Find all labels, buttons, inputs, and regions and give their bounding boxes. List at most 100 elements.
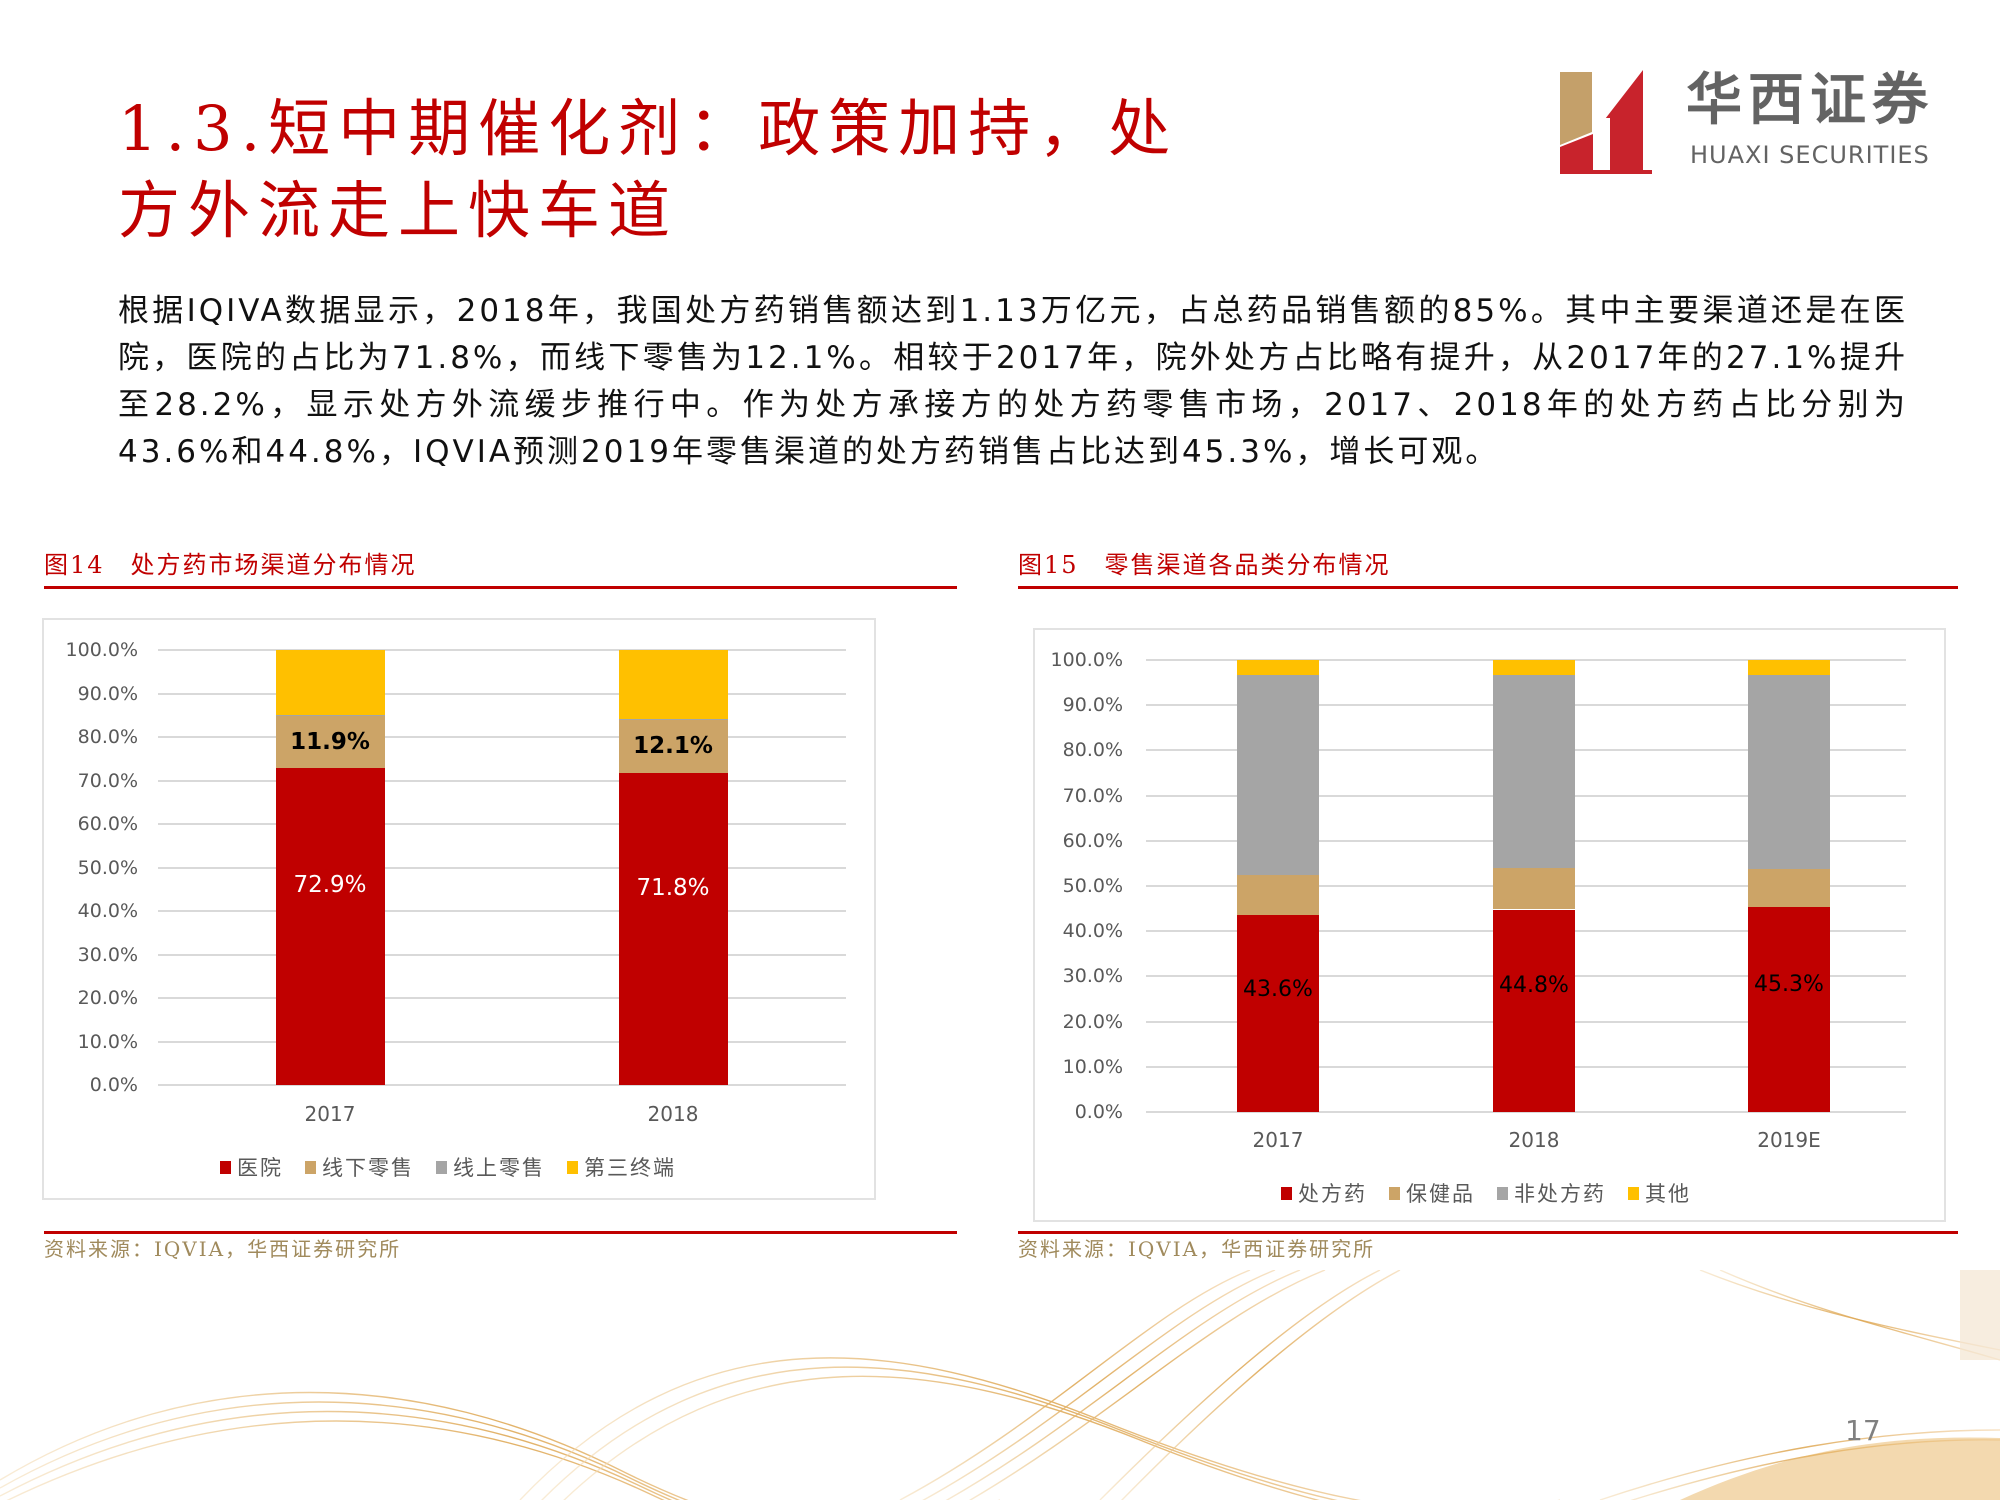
chart-channel-distribution: 0.0% 10.0% 20.0% 30.0% 40.0% 50.0% 60.0% 70.0% 8… bbox=[42, 618, 876, 1200]
data-label: 44.8% bbox=[1499, 973, 1569, 999]
legend-label: 保健品 bbox=[1406, 1182, 1475, 1206]
chart15-bar-2018-保健品 bbox=[1493, 868, 1575, 910]
gridline bbox=[158, 866, 846, 869]
y-axis-tick-label: 90.0% bbox=[1062, 694, 1123, 717]
gridline bbox=[158, 823, 846, 825]
data-label: 71.8% bbox=[636, 875, 710, 902]
legend-label: 其他 bbox=[1645, 1182, 1691, 1206]
figure-15-title-rule bbox=[1018, 586, 1958, 589]
legend-label: 线下零售 bbox=[322, 1156, 414, 1180]
chart14-legend: 医院 线下零售 线上零售 第三终端 bbox=[220, 1152, 676, 1182]
data-label: 11.9% bbox=[290, 728, 370, 755]
legend-swatch-icon bbox=[436, 1160, 447, 1174]
chart15-bar-2019E-处方药: 45.3% bbox=[1748, 907, 1830, 1112]
chart14-bar-2017-第三终端 bbox=[275, 650, 385, 716]
gridline bbox=[158, 1040, 846, 1043]
chart15-bar-2018-非处方药 bbox=[1493, 674, 1575, 869]
y-axis-tick-label: 0.0% bbox=[89, 1074, 138, 1096]
chart15-bar-2019E-其他 bbox=[1748, 660, 1830, 675]
data-label: 12.1% bbox=[633, 733, 713, 760]
chart15-bar-2017-处方药: 43.6% bbox=[1237, 914, 1319, 1112]
y-axis-tick-label: 40.0% bbox=[1062, 920, 1123, 943]
x-axis-tick-label: 2018 bbox=[1508, 1128, 1560, 1152]
figure-15-title: 零售渠道各品类分布情况 bbox=[1104, 551, 1391, 579]
x-axis-tick-label: 2017 bbox=[1252, 1128, 1304, 1152]
legend-item: 其他 bbox=[1628, 1178, 1691, 1208]
figure-14-caption: 图14 处方药市场渠道分布情况 bbox=[44, 550, 417, 580]
chart15-bar-2018-其他 bbox=[1493, 660, 1575, 675]
legend-label: 医院 bbox=[237, 1156, 283, 1180]
chart15-bar-2017-非处方药 bbox=[1237, 674, 1319, 875]
logo-english-name: HUAXI SECURITIES bbox=[1690, 141, 1930, 169]
figure-15-number: 图15 bbox=[1018, 551, 1079, 579]
legend-item: 第三终端 bbox=[567, 1152, 676, 1182]
y-axis-tick-label: 80.0% bbox=[1062, 739, 1123, 762]
gridline bbox=[158, 1084, 846, 1086]
y-axis-tick-label: 30.0% bbox=[1062, 965, 1123, 988]
legend-label: 第三终端 bbox=[584, 1156, 676, 1180]
data-label: 72.9% bbox=[293, 872, 367, 899]
chart14-bar-2017-线下零售: 11.9% bbox=[275, 716, 385, 768]
page-title-line-2: 方外流走上快车道 bbox=[118, 174, 679, 247]
data-label: 43.6% bbox=[1243, 976, 1313, 1002]
legend-item: 线上零售 bbox=[436, 1152, 545, 1182]
gridline bbox=[158, 649, 846, 651]
gridline bbox=[1146, 1111, 1906, 1113]
y-axis-tick-label: 80.0% bbox=[77, 726, 138, 748]
y-axis-tick-label: 100.0% bbox=[1050, 649, 1123, 671]
page-title-line-1: 1.3.短中期催化剂：政策加持，处 bbox=[118, 92, 1179, 165]
y-axis-tick-label: 50.0% bbox=[77, 856, 138, 879]
legend-swatch-icon bbox=[567, 1160, 578, 1174]
legend-label: 处方药 bbox=[1298, 1182, 1367, 1206]
chart14-bar-2018-线上零售 bbox=[618, 718, 728, 721]
y-axis-tick-label: 10.0% bbox=[77, 1030, 138, 1053]
huaxi-h-logo-icon bbox=[1560, 70, 1652, 174]
y-axis-tick-label: 100.0% bbox=[65, 639, 138, 661]
legend-swatch-icon bbox=[1389, 1186, 1400, 1200]
legend-item: 处方药 bbox=[1281, 1178, 1367, 1208]
chart14-bar-2018-线下零售: 12.1% bbox=[618, 720, 728, 773]
gridline bbox=[158, 997, 846, 999]
legend-label: 线上零售 bbox=[453, 1156, 545, 1180]
x-axis-tick-label: 2017 bbox=[304, 1102, 356, 1126]
figure-14-source-rule bbox=[44, 1231, 957, 1234]
page-title: 1.3.短中期催化剂：政策加持，处 方外流走上快车道 bbox=[118, 88, 1318, 252]
legend-swatch-icon bbox=[220, 1160, 231, 1174]
y-axis-tick-label: 90.0% bbox=[77, 682, 138, 705]
gridline bbox=[158, 779, 846, 782]
y-axis-tick-label: 10.0% bbox=[1062, 1055, 1123, 1078]
gridline bbox=[158, 953, 846, 956]
x-axis-tick-label: 2019E bbox=[1757, 1128, 1821, 1152]
chart15-legend: 处方药 保健品 非处方药 其他 bbox=[1281, 1178, 1691, 1208]
y-axis-tick-label: 50.0% bbox=[1062, 875, 1123, 897]
chart15-bar-2017-其他 bbox=[1237, 660, 1319, 675]
figure-15-caption: 图15 零售渠道各品类分布情况 bbox=[1018, 550, 1391, 580]
y-axis-tick-label: 70.0% bbox=[77, 769, 138, 792]
chart14-bar-2017-医院: 72.9% bbox=[275, 767, 385, 1085]
legend-item: 保健品 bbox=[1389, 1178, 1475, 1208]
chart14-bar-2018-第三终端 bbox=[618, 650, 728, 719]
legend-label: 非处方药 bbox=[1514, 1182, 1606, 1206]
figure-14-number: 图14 bbox=[44, 551, 105, 579]
figure-14-title-rule bbox=[44, 586, 957, 589]
legend-item: 医院 bbox=[220, 1152, 283, 1182]
figure-15-source: 资料来源：IQVIA，华西证券研究所 bbox=[1018, 1237, 1376, 1261]
page-number: 17 bbox=[1845, 1414, 1881, 1447]
chart14-bar-2018-医院: 71.8% bbox=[618, 772, 728, 1085]
legend-item: 线下零售 bbox=[305, 1152, 414, 1182]
y-axis-tick-label: 0.0% bbox=[1074, 1101, 1123, 1123]
chart15-bar-2019E-保健品 bbox=[1748, 869, 1830, 908]
y-axis-tick-label: 60.0% bbox=[77, 813, 138, 835]
chart15-bar-2017-保健品 bbox=[1237, 874, 1319, 915]
body-paragraph: 根据IQIVA数据显示，2018年，我国处方药销售额达到1.13万亿元，占总药品… bbox=[118, 293, 1908, 470]
legend-swatch-icon bbox=[1281, 1186, 1292, 1200]
gridline bbox=[158, 736, 846, 738]
y-axis-tick-label: 30.0% bbox=[77, 943, 138, 966]
legend-item: 非处方药 bbox=[1497, 1178, 1606, 1208]
legend-swatch-icon bbox=[1628, 1186, 1639, 1200]
huaxi-securities-logo: 华西证券 HUAXI SECURITIES bbox=[1560, 68, 1960, 178]
chart15-bar-2019E-非处方药 bbox=[1748, 674, 1830, 870]
legend-swatch-icon bbox=[1497, 1186, 1508, 1200]
gridline bbox=[158, 910, 846, 912]
y-axis-tick-label: 70.0% bbox=[1062, 784, 1123, 807]
